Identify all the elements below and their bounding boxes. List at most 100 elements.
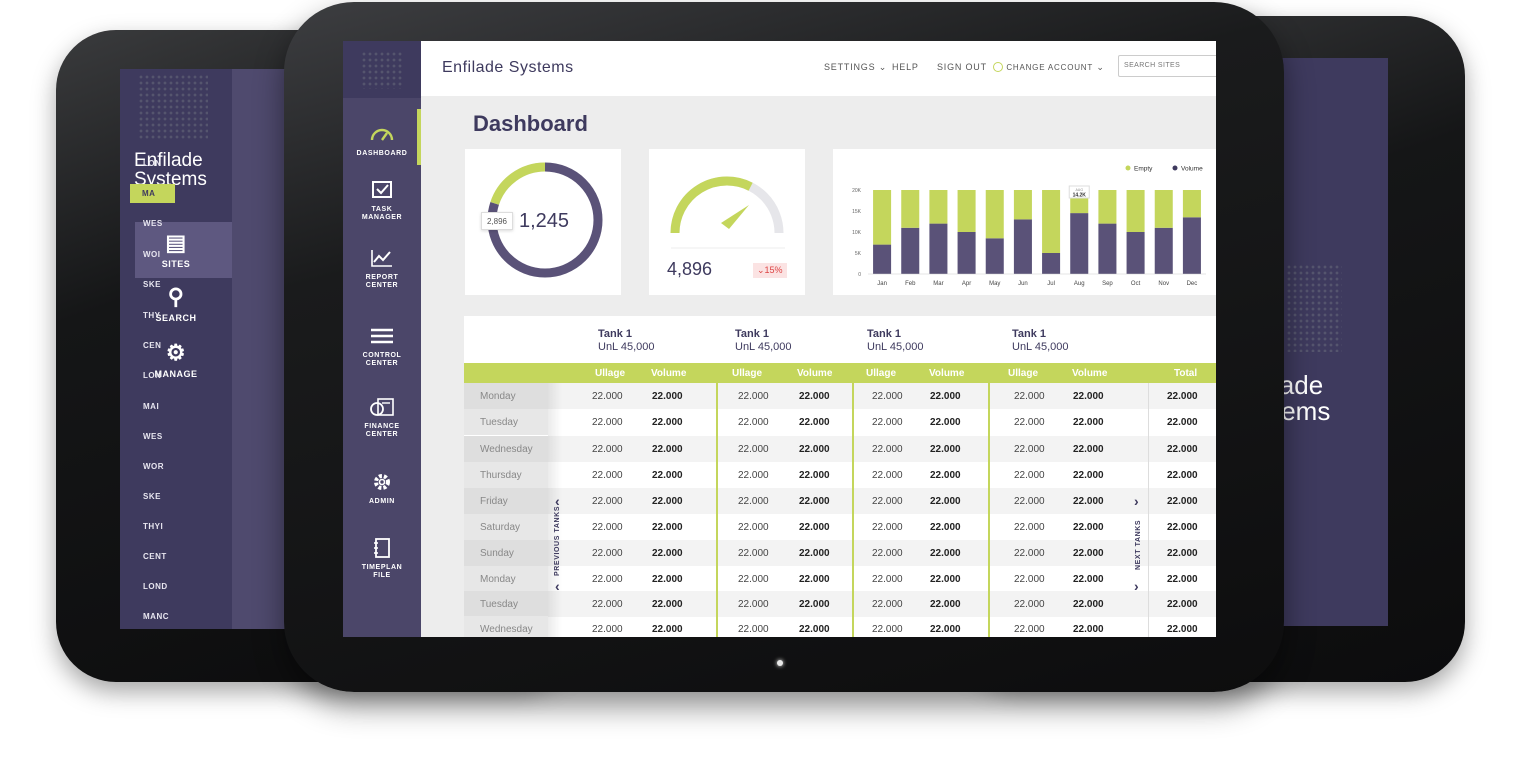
ullage-cell: 22.000 [738,444,769,455]
bar-chart-card: 0 5K 10K 15K 20K Jan Feb Mar Apr May Jun Jul Aug Sep O… [833,149,1216,295]
nav-report[interactable]: REPORT CENTER [343,247,421,290]
bar-volume [957,232,976,274]
chevron-left-icon[interactable]: ‹ [555,493,560,509]
ullage-cell: 22.000 [738,496,769,507]
ullage-cell: 22.000 [592,548,623,559]
ullage-header[interactable]: Ullage [866,368,897,379]
tank-header[interactable]: Tank 1 UnL 45,000 [867,328,923,354]
ullage-cell: 22.000 [738,470,769,481]
ullage-cell: 22.000 [872,470,903,481]
volume-header[interactable]: Volume [651,368,687,379]
tank-header[interactable]: Tank 1 UnL 45,000 [598,328,654,354]
site-list-item[interactable]: THY [143,311,161,320]
right-tablet-screen: lade tems [1268,58,1388,626]
day-label: Saturday [464,514,548,540]
nav-timeplan[interactable]: TIMEPLAN FILE [343,537,421,580]
x-tick-label: May [989,281,1000,287]
volume-cell: 22.000 [799,444,830,455]
site-list-item[interactable]: LON [143,371,162,380]
volume-cell: 22.000 [652,522,683,533]
ullage-cell: 22.000 [738,574,769,585]
nav-admin[interactable]: ADMIN [343,471,421,506]
volume-cell: 22.000 [799,599,830,610]
search-icon: ⚲ [167,284,185,309]
site-list-item[interactable]: SKE [143,280,161,289]
ullage-header[interactable]: Ullage [1008,368,1039,379]
site-list-item[interactable]: MAI [143,402,160,411]
site-list-item[interactable]: MANC [143,612,169,621]
gauge-value: 4,896 [667,259,713,279]
volume-header[interactable]: Volume [929,368,965,379]
site-list-item[interactable]: THYI [143,522,164,531]
bar-volume [901,227,920,274]
nav-finance[interactable]: FINANCE CENTER [343,396,421,439]
left-nav-search[interactable]: ⚲ SEARCH [120,284,232,324]
y-tick-label: 10K [852,230,862,236]
chevron-right-icon[interactable]: › [1134,578,1139,594]
site-list-item[interactable]: WES [143,219,163,228]
volume-cell: 22.000 [799,548,830,559]
ullage-cell: 22.000 [1014,574,1045,585]
ullage-header[interactable]: Ullage [595,368,626,379]
change-badge: ⌄15% [753,263,787,278]
site-list-item[interactable]: MA [130,184,175,203]
tank-header[interactable]: Tank 1 UnL 45,000 [735,328,791,354]
volume-cell: 22.000 [652,470,683,481]
site-list-item[interactable]: WOI [143,250,161,259]
left-nav-manage[interactable]: ⚙ MANAGE [120,341,232,380]
ullage-cell: 22.000 [872,599,903,610]
total-divider [1148,383,1149,637]
site-list-item[interactable]: SKE [143,492,161,501]
volume-cell: 22.000 [930,496,961,507]
bar-volume [1154,227,1173,274]
total-cell: 22.000 [1167,599,1198,610]
ullage-cell: 22.000 [872,496,903,507]
volume-cell: 22.000 [799,496,830,507]
total-header[interactable]: Total [1174,368,1198,379]
site-list-item[interactable]: CENT [143,552,167,561]
total-cell: 22.000 [1167,470,1198,481]
bar-empty [1182,190,1201,218]
next-tanks-label[interactable]: NEXT TANKS [1135,519,1142,570]
tank-name: Tank 1 [735,328,770,340]
site-list-item[interactable]: WES [143,432,163,441]
site-list-item[interactable]: CEN [143,341,162,350]
previous-tanks-label[interactable]: PREVIOUS TANKS [554,505,561,576]
volume-header[interactable]: Volume [1072,368,1108,379]
settings-menu[interactable]: SETTINGS ⌄ [824,62,888,72]
chevron-left-icon[interactable]: ‹ [555,578,560,594]
help-link[interactable]: HELP [892,62,919,72]
stacked-bar-chart: 0 5K 10K 15K 20K Jan Feb Mar Apr May Jun Jul Aug Sep O… [852,165,1206,287]
nav-dashboard[interactable]: DASHBOARD [343,123,421,158]
day-label: Wednesday [464,436,548,462]
y-tick-label: 5K [855,251,862,257]
site-list-item[interactable]: LOND [143,582,168,591]
ullage-cell: 22.000 [1014,496,1045,507]
sign-out-link[interactable]: SIGN OUT [937,62,987,72]
donut-label-box: 2,896 [481,212,513,230]
nav-task[interactable]: TASK MANAGER [343,179,421,222]
nav-control[interactable]: CONTROL CENTER [343,325,421,368]
x-tick-label: Dec [1187,281,1198,287]
site-list-item[interactable]: WOR [143,462,165,471]
search-input[interactable]: SEARCH SITES [1118,55,1216,77]
change-account-menu[interactable]: CHANGE ACCOUNT ⌄ [993,62,1105,73]
tank-header[interactable]: Tank 1 UnL 45,000 [1012,328,1068,354]
volume-cell: 22.000 [1073,444,1104,455]
left-nav-sites[interactable]: ▤ SITES [120,231,232,270]
volume-cell: 22.000 [799,470,830,481]
ullage-header[interactable]: Ullage [732,368,763,379]
donut-card: 2,896 1,245 [465,149,621,295]
day-label: Thursday [464,462,548,488]
x-tick-label: Aug [1074,281,1085,287]
ullage-cell: 22.000 [592,574,623,585]
nav-label: REPORT [365,274,399,281]
volume-header[interactable]: Volume [797,368,833,379]
volume-cell: 22.000 [652,624,683,635]
ullage-cell: 22.000 [872,548,903,559]
page-title: Dashboard [473,111,588,136]
chevron-right-icon[interactable]: › [1134,493,1139,509]
ullage-cell: 22.000 [1014,548,1045,559]
site-list-item[interactable]: LON [143,159,162,168]
left-tablet-screen: Enfilade Systems ▤ SITES ⚲ SEARCH ⚙ MANAGE [120,69,290,629]
